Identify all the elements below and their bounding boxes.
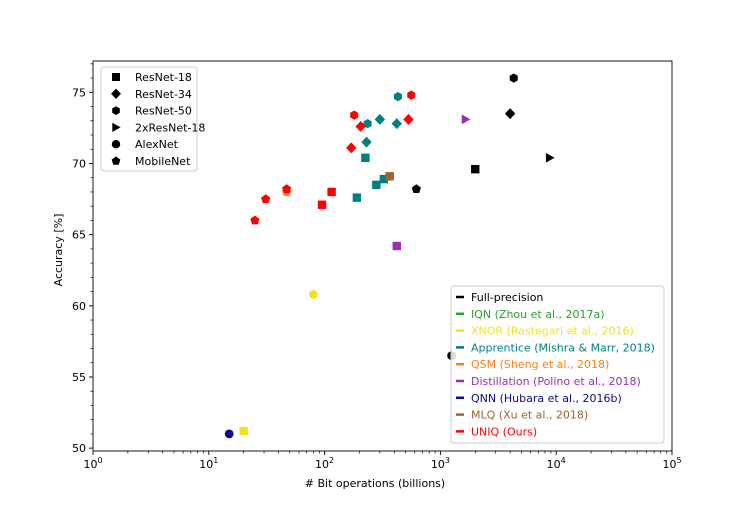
method-legend-label: XNOR (Rastegari et al., 2016) <box>471 325 634 338</box>
data-point <box>361 136 372 148</box>
x-tick-label: 101 <box>199 456 218 471</box>
axes-frame <box>92 60 673 452</box>
architecture-legend-label: ResNet-50 <box>135 105 192 118</box>
y-tick-label: 70 <box>72 157 86 170</box>
data-point <box>282 184 292 194</box>
data-point <box>471 164 480 174</box>
data-point <box>317 200 327 209</box>
data-point <box>393 91 402 102</box>
axes: 100 101 102 103 104 105 50 55 60 65 70 75 <box>72 60 682 471</box>
x-tick-label: 100 <box>83 456 102 471</box>
architecture-legend-label: ResNet-34 <box>135 88 192 101</box>
data-point <box>361 153 370 162</box>
x-tick-label: 103 <box>431 456 450 471</box>
data-point <box>250 215 260 225</box>
x-tick-label: 104 <box>547 456 566 471</box>
data-point <box>355 121 366 132</box>
data-point <box>407 90 416 100</box>
legend-marker-circle <box>111 140 121 149</box>
data-point <box>239 426 248 436</box>
y-tick-label: 50 <box>72 442 86 455</box>
method-legend-label: IQN (Zhou et al., 2017a) <box>471 308 605 321</box>
data-point <box>374 113 386 125</box>
data-point <box>261 194 271 203</box>
architecture-legend-label: ResNet-18 <box>135 71 192 84</box>
data-point <box>363 119 372 129</box>
legend-marker-triangle-right <box>112 122 121 132</box>
data-point <box>352 193 362 202</box>
x-tick-label: 105 <box>662 456 681 471</box>
data-point <box>403 113 414 125</box>
method-legend-label: QNN (Hubara et al., 2016b) <box>471 392 622 405</box>
data-point <box>385 172 394 181</box>
x-tick-label: 102 <box>315 456 334 471</box>
architecture-legend-label: 2xResNet-18 <box>135 121 205 134</box>
legend-marker-square <box>112 73 120 81</box>
data-point <box>392 241 401 251</box>
method-legend-label: MLQ (Xu et al., 2018) <box>471 409 588 422</box>
data-point <box>411 184 421 194</box>
architecture-legend-label: AlexNet <box>135 138 179 151</box>
plot-area <box>224 73 555 439</box>
data-point <box>504 108 516 120</box>
data-point <box>350 110 359 120</box>
y-tick-label: 60 <box>72 300 86 313</box>
legend-marker-hexagon <box>112 106 120 115</box>
y-tick-label: 75 <box>72 86 86 99</box>
method-legend-frame <box>450 285 665 444</box>
method-legend-label: Apprentice (Mishra & Marr, 2018) <box>471 341 655 354</box>
data-point <box>379 174 389 184</box>
y-tick-label: 55 <box>72 371 86 384</box>
y-tick-label: 65 <box>72 229 86 242</box>
data-point <box>308 290 318 299</box>
method-legend-label: Distillation (Polino et al., 2018) <box>471 375 641 388</box>
data-point <box>224 429 234 439</box>
data-point <box>372 180 381 190</box>
y-axis-label: Accuracy [%] <box>52 214 65 287</box>
data-point <box>327 187 336 197</box>
method-legend-label: UNIQ (Ours) <box>471 425 537 438</box>
architecture-legend-frame <box>100 66 198 172</box>
legend-marker-diamond <box>111 88 121 99</box>
data-point <box>545 152 555 163</box>
data-point <box>346 142 357 154</box>
x-axis-label: # Bit operations (billions) <box>305 477 445 490</box>
data-point <box>461 114 471 125</box>
data-point <box>391 118 402 130</box>
legends: ResNet-18 ResNet-34 ResNet-50 2xResNet-18 Al… <box>100 66 665 444</box>
legend-marker-pentagon <box>111 156 121 165</box>
method-legend-label: QSM (Sheng et al., 2018) <box>471 358 609 371</box>
architecture-legend-label: MobileNet <box>135 155 191 168</box>
method-legend-label: Full-precision <box>471 291 543 304</box>
data-point <box>509 73 518 83</box>
